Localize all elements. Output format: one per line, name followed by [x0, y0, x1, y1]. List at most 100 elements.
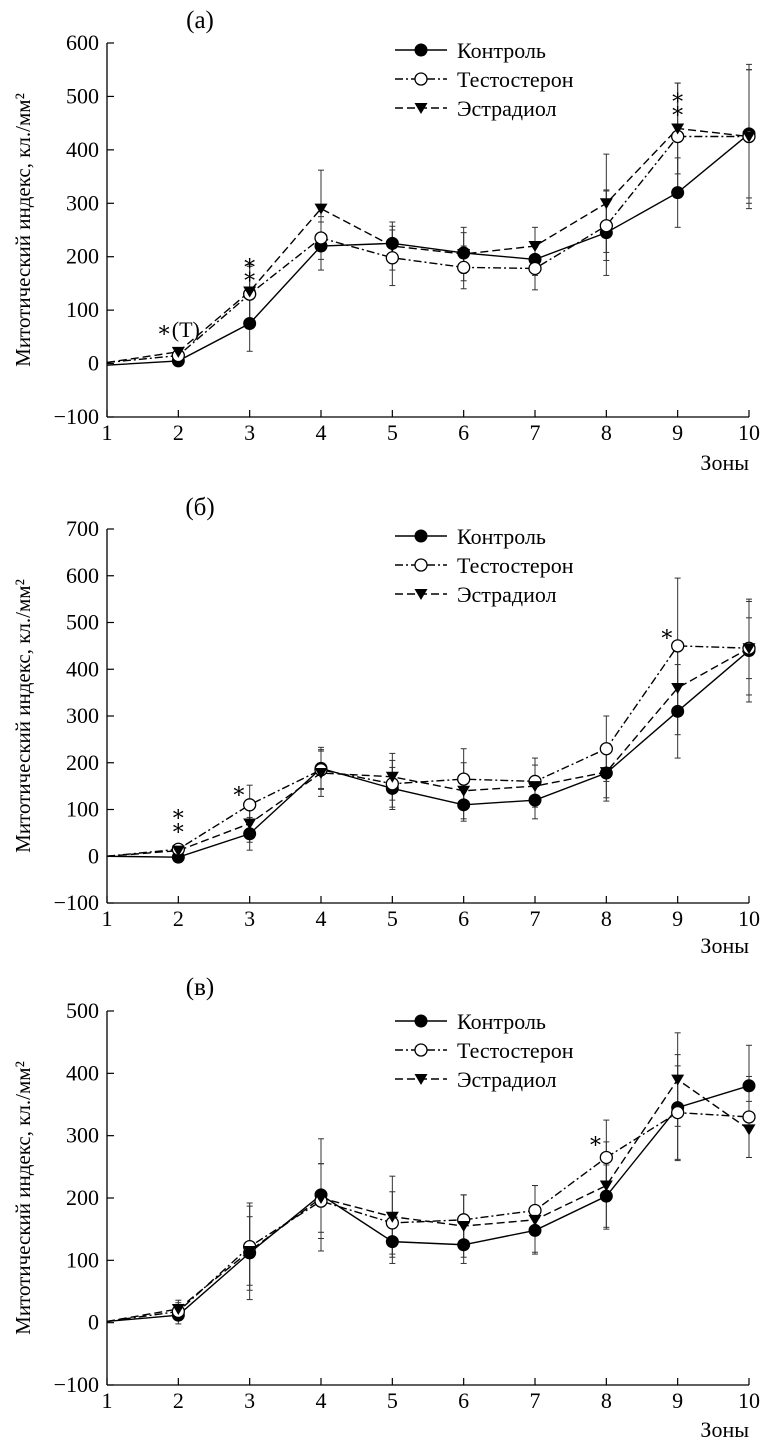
chart-a-x-tick-label: 2	[173, 420, 184, 445]
chart-c-y-tick-label: 200	[66, 1185, 99, 1210]
chart-c-y-tick-label: −100	[54, 1372, 99, 1397]
chart-c-x-tick-label: 6	[458, 1388, 469, 1413]
chart-c-x-tick-label: 10	[738, 1388, 760, 1413]
chart-b-point-control	[671, 704, 685, 718]
chart-b-y-tick-label: 100	[66, 797, 99, 822]
chart-c-series-line-control	[106, 1085, 750, 1323]
chart-c-point-estradiol	[742, 1124, 756, 1136]
chart-b-point-control	[528, 793, 542, 807]
chart-b-point-estradiol	[385, 771, 399, 783]
chart-c-y-tick-label: 0	[88, 1310, 99, 1335]
chart-a-y-tick-label: 400	[66, 137, 99, 162]
chart-a-legend-label-testosterone: Тестостерон	[457, 67, 574, 92]
chart-a-point-estradiol	[599, 198, 613, 210]
chart-b-point-testosterone	[243, 798, 257, 812]
chart-c-point-estradiol	[171, 1303, 185, 1315]
chart-c-legend-label-estradiol: Эстрадиол	[457, 1067, 557, 1092]
chart-c-ylabel: Митотический индекс, кл./мм²	[11, 1061, 35, 1335]
chart-b-series-line-estradiol	[106, 647, 750, 857]
chart-b-y-tick-label: −100	[54, 890, 99, 915]
chart-b-y-tick-label: 400	[66, 656, 99, 681]
chart-panel-b: −100 0 100 200 300 400 500 600 700 1 2 3 4 5 6 7 8 9 10 Зон…	[0, 485, 762, 960]
chart-b-legend-marker-estradiol	[414, 589, 428, 600]
chart-a-annotation: ∗	[670, 84, 685, 109]
chart-c-series-line-testosterone	[106, 1111, 750, 1323]
chart-a-point-testosterone	[314, 231, 328, 245]
chart-b-annotation: ∗	[231, 778, 246, 803]
chart-c-x-tick-label: 3	[244, 1388, 255, 1413]
chart-b-ylabel: Митотический индекс, кл./мм²	[11, 579, 35, 853]
chart-a-legend-marker-testosterone	[414, 72, 428, 86]
chart-a-point-estradiol	[314, 203, 328, 215]
chart-a-legend-label-control: Контроль	[457, 38, 546, 63]
chart-c-point-estradiol	[599, 1180, 613, 1192]
chart-b-point-estradiol	[243, 818, 257, 830]
chart-c-legend-marker-testosterone	[414, 1043, 428, 1057]
chart-c-x-tick-label: 1	[102, 1388, 113, 1413]
chart-b-x-tick-label: 2	[173, 906, 184, 931]
chart-a-annotation: ∗	[670, 98, 685, 123]
chart-b-y-tick-label: 0	[88, 843, 99, 868]
chart-a-point-estradiol	[385, 241, 399, 253]
chart-a-xlabel: Зоны	[700, 450, 749, 475]
chart-a-point-estradiol	[528, 241, 542, 253]
chart-panel-c: −100 0 100 200 300 400 500 1 2 3 4 5 6 7 8 9 10 Зоны Митот…	[0, 962, 762, 1442]
chart-b-point-control	[243, 827, 257, 841]
chart-a-point-testosterone	[385, 251, 399, 265]
chart-a-annotation: ∗(Т)	[157, 317, 200, 342]
chart-c-series-line-estradiol	[106, 1078, 750, 1323]
chart-b-y-tick-label: 500	[66, 610, 99, 635]
chart-a-y-tick-label: 500	[66, 83, 99, 108]
chart-c-legend-label-testosterone: Тестостерон	[457, 1038, 574, 1063]
chart-a-point-testosterone	[599, 219, 613, 233]
chart-c-point-control	[528, 1223, 542, 1237]
chart-b-point-estradiol	[599, 767, 613, 779]
chart-panel-a: −100 0 100 200 300 400 500 600 1 2 3 4 5 6 7 8 9 10 Зоны Ми…	[0, 0, 762, 480]
chart-b-legend-marker-testosterone	[414, 558, 428, 572]
chart-a-annotation: ∗	[242, 263, 257, 288]
chart-b-point-estradiol	[171, 845, 185, 857]
chart-a-title: (а)	[186, 7, 214, 34]
chart-b-legend-marker-control	[414, 529, 428, 543]
chart-c-point-estradiol	[243, 1245, 257, 1257]
chart-c-y-tick-label: 500	[66, 998, 99, 1023]
chart-a-point-estradiol	[457, 249, 471, 261]
chart-b-x-tick-label: 3	[244, 906, 255, 931]
chart-c-point-estradiol	[457, 1221, 471, 1233]
chart-b-point-testosterone	[599, 742, 613, 756]
chart-c-y-tick-label: 300	[66, 1123, 99, 1148]
chart-a-series-line-estradiol	[106, 127, 750, 364]
chart-b-y-tick-label: 300	[66, 703, 99, 728]
chart-b-x-tick-label: 4	[316, 906, 327, 931]
chart-b-legend-label-testosterone: Тестостерон	[457, 553, 574, 578]
chart-a-svg: −100 0 100 200 300 400 500 600 1 2 3 4 5 6 7 8 9 10 Зоны Ми…	[11, 7, 760, 475]
chart-b-x-tick-label: 6	[458, 906, 469, 931]
chart-b-series-line-control	[106, 650, 750, 858]
chart-b-point-estradiol	[671, 682, 685, 694]
chart-c-point-estradiol	[528, 1214, 542, 1226]
chart-b-xlabel: Зоны	[700, 933, 749, 958]
chart-b-point-estradiol	[457, 785, 471, 797]
chart-c-point-testosterone	[742, 1110, 756, 1124]
chart-a-x-tick-label: 8	[601, 420, 612, 445]
chart-b-point-estradiol	[528, 781, 542, 793]
chart-c-legend-marker-control	[414, 1014, 428, 1028]
chart-b-legend-label-control: Контроль	[457, 524, 546, 549]
chart-c-point-estradiol	[314, 1193, 328, 1204]
chart-b-point-control	[457, 798, 471, 812]
chart-a-y-tick-label: 100	[66, 297, 99, 322]
chart-b-x-tick-label: 9	[672, 906, 683, 931]
chart-a-y-tick-label: 200	[66, 244, 99, 269]
chart-b-annotation: ∗	[659, 621, 674, 646]
chart-c-x-tick-label: 5	[387, 1388, 398, 1413]
chart-b-y-tick-label: 700	[66, 516, 99, 541]
chart-c-point-control	[742, 1079, 756, 1093]
chart-c-x-tick-label: 4	[316, 1388, 327, 1413]
chart-c-title: (в)	[186, 974, 214, 1001]
chart-a-x-tick-label: 6	[458, 420, 469, 445]
chart-c-y-tick-label: 400	[66, 1060, 99, 1085]
chart-b-x-tick-label: 7	[530, 906, 541, 931]
chart-a-x-tick-label: 3	[244, 420, 255, 445]
chart-a-legend-marker-control	[414, 43, 428, 57]
chart-a-point-estradiol	[171, 346, 185, 358]
